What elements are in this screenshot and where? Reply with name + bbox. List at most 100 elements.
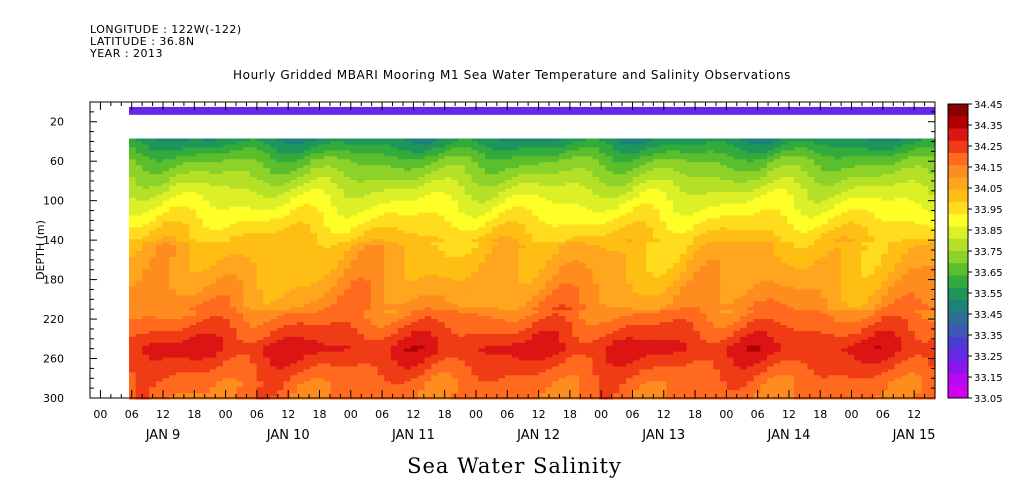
heatmap-cell xyxy=(471,215,479,220)
heatmap-cell xyxy=(142,366,150,370)
heatmap-cell xyxy=(350,233,358,237)
heatmap-cell xyxy=(182,212,191,217)
heatmap-cell xyxy=(323,265,332,270)
heatmap-cell xyxy=(263,316,271,320)
heatmap-cell xyxy=(424,360,432,365)
heatmap-cell xyxy=(270,144,278,148)
heatmap-cell xyxy=(216,292,224,296)
heatmap-cell xyxy=(296,354,305,359)
heatmap-cell xyxy=(290,319,298,323)
heatmap-cell xyxy=(491,357,500,362)
heatmap-cell xyxy=(397,357,405,362)
heatmap-cell xyxy=(370,319,379,323)
heatmap-cell xyxy=(471,286,479,291)
heatmap-cell xyxy=(310,209,318,214)
heatmap-cell xyxy=(505,182,513,187)
heatmap-cell xyxy=(384,283,392,288)
heatmap-cell xyxy=(323,366,332,370)
heatmap-cell xyxy=(270,212,278,217)
heatmap-cell xyxy=(142,313,150,317)
heatmap-cell xyxy=(404,221,412,225)
heatmap-cell xyxy=(370,378,379,382)
heatmap-cell xyxy=(169,369,177,373)
heatmap-cell xyxy=(464,393,473,397)
heatmap-cell xyxy=(444,182,452,187)
heatmap-cell xyxy=(162,330,170,335)
heatmap-cell xyxy=(256,348,264,353)
heatmap-cell xyxy=(444,245,452,249)
heatmap-cell xyxy=(444,218,452,222)
heatmap-cell xyxy=(142,141,150,146)
heatmap-cell xyxy=(364,360,372,365)
heatmap-cell xyxy=(431,206,439,211)
heatmap-cell xyxy=(223,230,231,234)
heatmap-cell xyxy=(290,248,298,252)
heatmap-cell xyxy=(129,292,137,296)
heatmap-cell xyxy=(216,304,224,308)
heatmap-cell xyxy=(384,256,392,261)
heatmap-cell xyxy=(337,185,345,190)
heatmap-cell xyxy=(505,280,513,285)
heatmap-cell xyxy=(276,203,285,208)
heatmap-cell xyxy=(330,153,338,157)
heatmap-cell xyxy=(484,174,493,178)
heatmap-cell xyxy=(176,393,184,397)
heatmap-cell xyxy=(478,218,486,222)
heatmap-cell xyxy=(317,372,325,376)
heatmap-cell xyxy=(484,387,493,391)
heatmap-cell xyxy=(323,333,332,338)
heatmap-cell xyxy=(263,227,271,231)
heatmap-cell xyxy=(169,360,177,365)
heatmap-cell xyxy=(458,239,466,243)
heatmap-cell xyxy=(142,286,150,291)
heatmap-cell xyxy=(330,253,338,258)
heatmap-cell xyxy=(303,203,311,208)
heatmap-cell xyxy=(196,348,204,353)
heatmap-cell xyxy=(390,168,399,172)
heatmap-cell xyxy=(505,307,513,311)
heatmap-cell xyxy=(283,357,291,362)
heatmap-cell xyxy=(377,319,385,323)
heatmap-cell xyxy=(189,165,197,169)
heatmap-cell xyxy=(196,345,204,350)
heatmap-cell xyxy=(283,185,291,190)
heatmap-cell xyxy=(256,322,264,326)
heatmap-cell xyxy=(397,342,405,347)
heatmap-cell xyxy=(417,209,426,214)
heatmap-cell xyxy=(149,230,157,234)
heatmap-cell xyxy=(390,298,399,302)
heatmap-cell xyxy=(149,348,157,353)
heatmap-cell xyxy=(229,283,238,288)
heatmap-cell xyxy=(162,179,170,184)
heatmap-cell xyxy=(498,147,506,151)
heatmap-cell xyxy=(317,227,325,231)
heatmap-cell xyxy=(384,366,392,370)
heatmap-cell xyxy=(243,369,251,373)
heatmap-cell xyxy=(263,179,271,184)
heatmap-cell xyxy=(317,390,325,394)
heatmap-cell xyxy=(437,283,446,288)
heatmap-cell xyxy=(196,360,204,365)
heatmap-cell xyxy=(243,298,251,302)
heatmap-cell xyxy=(491,333,500,338)
heatmap-cell xyxy=(323,268,332,273)
heatmap-cell xyxy=(202,330,211,335)
heatmap-cell xyxy=(290,176,298,181)
heatmap-cell xyxy=(458,230,466,234)
heatmap-cell xyxy=(270,150,278,154)
heatmap-cell xyxy=(444,141,452,146)
heatmap-cell xyxy=(283,188,291,193)
heatmap-cell xyxy=(169,316,177,320)
heatmap-cell xyxy=(417,138,426,143)
heatmap-cell xyxy=(303,378,311,382)
heatmap-cell xyxy=(155,227,164,231)
heatmap-cell xyxy=(417,230,426,234)
heatmap-cell xyxy=(451,283,459,288)
heatmap-cell xyxy=(149,182,157,187)
heatmap-cell xyxy=(182,292,191,296)
heatmap-cell xyxy=(263,159,271,163)
heatmap-cell xyxy=(411,363,419,368)
heatmap-cell xyxy=(216,233,224,237)
heatmap-cell xyxy=(169,230,177,234)
heatmap-cell xyxy=(155,218,164,222)
